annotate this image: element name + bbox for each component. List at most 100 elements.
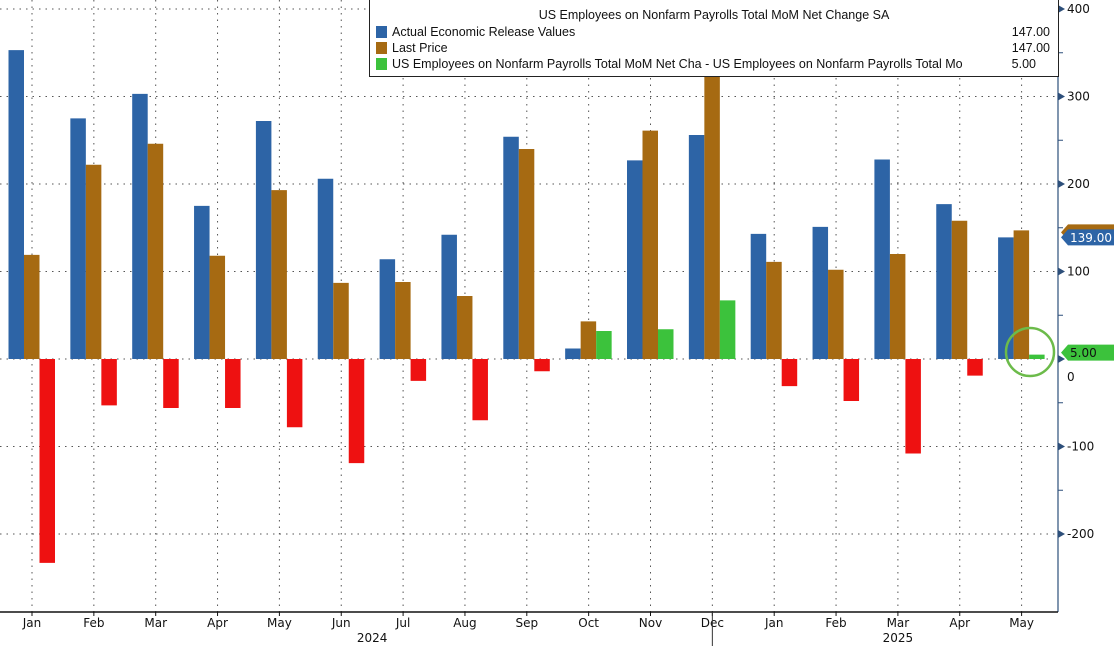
x-tick-label: Feb [83, 616, 104, 630]
legend-label: Actual Economic Release Values [392, 25, 576, 39]
highlight-circle [1004, 326, 1056, 378]
y-tick-marker [1058, 530, 1065, 538]
chart-title: US Employees on Nonfarm Payrolls Total M… [538, 8, 890, 22]
bar-last-price [518, 149, 535, 359]
legend-value: 147.00 [1011, 41, 1050, 55]
bar-last-price [333, 282, 349, 359]
legend-swatch [376, 26, 387, 38]
year-label: 2025 [883, 631, 914, 645]
y-tick-marker [1058, 267, 1065, 276]
bar-actual [503, 136, 519, 359]
y-tick-label: -100 [1067, 440, 1094, 454]
bar-actual [750, 233, 767, 359]
bar-actual [317, 178, 334, 359]
bar-last-price [580, 321, 597, 359]
y-tick-label: 300 [1067, 90, 1090, 104]
y-tick-marker [1058, 442, 1065, 451]
y-tick-marker [1058, 355, 1065, 363]
bar-difference [967, 359, 983, 376]
bar-last-price [85, 164, 102, 359]
bar-last-price [704, 76, 720, 359]
bar-last-price [209, 255, 226, 359]
bar-difference [472, 359, 488, 421]
bar-actual [8, 50, 24, 359]
y-tick-marker [1058, 5, 1065, 13]
x-tick-label: Oct [578, 616, 599, 630]
y-tick-marker [1058, 180, 1065, 188]
x-tick-label: Jan [22, 616, 42, 630]
bar-difference [534, 359, 550, 372]
bar-actual [441, 234, 457, 359]
legend-item-difference: US Employees on Nonfarm Payrolls Total M… [370, 56, 1058, 72]
bar-actual [379, 259, 396, 359]
bar-actual [565, 348, 581, 359]
bar-actual [132, 93, 148, 359]
bar-last-price [456, 296, 473, 359]
bar-last-price [889, 254, 906, 359]
legend-swatch [376, 58, 387, 70]
bar-last-price [271, 190, 287, 359]
x-tick-label: Nov [639, 616, 662, 630]
bar-difference [719, 300, 736, 359]
legend-value: 147.00 [1011, 25, 1050, 39]
bar-difference [843, 359, 860, 401]
bar-actual [936, 204, 952, 359]
x-tick-label: Feb [825, 616, 846, 630]
x-tick-label: May [267, 616, 292, 630]
x-tick-label: Jun [331, 616, 351, 630]
bar-actual [874, 159, 890, 359]
y-tick-label: 0 [1067, 370, 1075, 384]
y-tick-label: 400 [1067, 2, 1090, 16]
x-tick-label: Mar [887, 616, 910, 630]
bar-last-price [1013, 230, 1030, 359]
bar-difference [1029, 354, 1045, 359]
x-tick-label: Apr [949, 616, 970, 630]
year-label: 2024 [357, 631, 388, 645]
bar-actual [688, 135, 705, 359]
bar-difference [225, 359, 241, 408]
bar-difference [101, 359, 117, 406]
legend-item-last-price: Last Price 147.00 [370, 40, 1058, 56]
bar-last-price [828, 269, 844, 359]
legend: US Employees on Nonfarm Payrolls Total M… [369, 0, 1059, 77]
legend-label: US Employees on Nonfarm Payrolls Total M… [392, 57, 963, 71]
y-tick-label: 100 [1067, 265, 1090, 279]
x-tick-label: Jul [395, 616, 410, 630]
bar-actual [627, 160, 643, 359]
bar-difference [348, 359, 365, 464]
bar-difference [658, 329, 674, 359]
bar-actual [70, 118, 86, 359]
bar-actual [812, 226, 829, 359]
bar-difference [905, 359, 921, 454]
bar-difference [781, 359, 798, 387]
bar-last-price [951, 220, 968, 359]
bar-difference [39, 359, 55, 563]
legend-label: Last Price [392, 41, 448, 55]
bar-last-price [766, 261, 782, 359]
x-tick-label: Aug [453, 616, 476, 630]
bar-difference [410, 359, 427, 381]
legend-item-actual: Actual Economic Release Values 147.00 [370, 24, 1058, 40]
last-value-tag [1061, 229, 1114, 246]
bar-last-price [642, 130, 658, 359]
last-value-label: 139.00 [1061, 229, 1114, 246]
bar-difference [596, 331, 612, 359]
bar-difference [163, 359, 179, 408]
bar-actual [194, 205, 210, 359]
bar-actual [998, 237, 1014, 359]
y-tick-label: -200 [1067, 527, 1094, 541]
bar-last-price [147, 143, 164, 359]
legend-swatch [376, 42, 387, 54]
x-tick-label: Sep [515, 616, 538, 630]
x-tick-label: Apr [207, 616, 228, 630]
last-value-label: 5.00 [1061, 344, 1114, 361]
bar-actual [255, 121, 272, 359]
last-value-text: 139.00 [1070, 231, 1112, 245]
legend-value: 5.00 [1011, 57, 1036, 71]
bar-difference [286, 359, 303, 428]
bar-last-price [395, 282, 411, 359]
x-tick-label: May [1009, 616, 1034, 630]
x-tick-label: Jan [764, 616, 784, 630]
